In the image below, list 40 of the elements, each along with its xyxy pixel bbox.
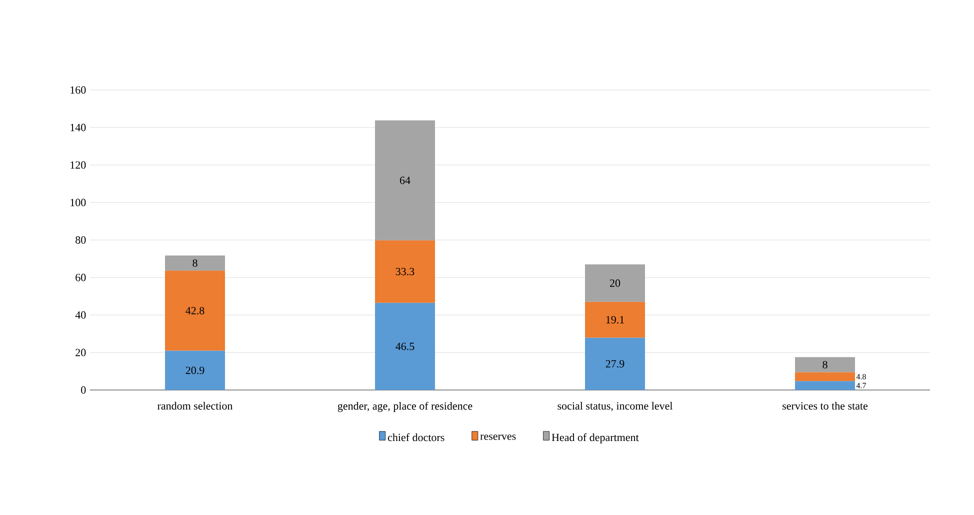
data-label: 20.9 (186, 366, 204, 374)
data-label: 33.3 (396, 268, 414, 276)
x-tick-label: social status, income level (558, 402, 673, 412)
bar (795, 357, 856, 372)
data-label: 42.8 (186, 306, 204, 314)
data-label: 46.5 (396, 342, 414, 350)
bar (585, 302, 646, 338)
legend-label: reserves (480, 434, 516, 440)
x-tick-label: gender, age, place of residence (338, 402, 472, 412)
y-tick-label: 100 (70, 198, 86, 206)
y-tick-label: 80 (76, 236, 86, 244)
y-tick-label: 60 (76, 274, 86, 282)
bar (375, 302, 436, 390)
bar (585, 338, 646, 390)
data-label: 4.8 (856, 374, 866, 380)
y-tick-label: 40 (75, 311, 86, 319)
data-label: 20 (610, 279, 620, 287)
x-tick-label: random selection (158, 402, 233, 410)
legend-label: Head of department (552, 433, 639, 444)
data-label: 27.9 (606, 360, 624, 368)
legend-label: chief doctors (388, 433, 444, 442)
data-label: 8 (822, 360, 828, 368)
bar (795, 372, 856, 382)
x-tick-label: services to the state (782, 402, 868, 410)
bar (795, 381, 856, 390)
y-tick-label: 20 (76, 348, 86, 356)
bar (375, 120, 436, 240)
y-tick-label: 160 (70, 86, 86, 94)
data-label: 4.7 (856, 382, 866, 388)
bar (375, 240, 436, 303)
y-tick-label: 120 (70, 161, 86, 169)
y-tick-label: 140 (70, 124, 86, 132)
bar (165, 270, 226, 351)
data-label: 64 (400, 176, 410, 184)
bar (585, 264, 646, 302)
bar (165, 350, 226, 390)
data-label: 19.1 (606, 316, 624, 324)
bar (165, 256, 226, 271)
y-tick-label: 0 (81, 386, 86, 394)
data-label: 8 (192, 259, 198, 267)
